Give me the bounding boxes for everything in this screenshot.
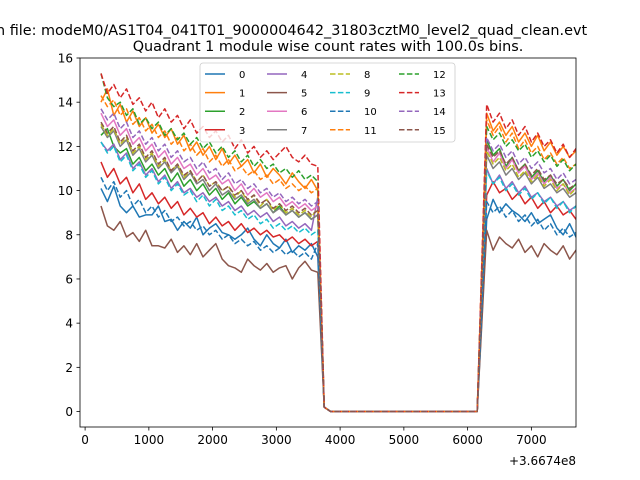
y-tick-label: 10 — [58, 184, 73, 198]
x-tick-label: 5000 — [389, 433, 420, 447]
legend-label-5: 5 — [301, 89, 307, 100]
y-tick-label: 12 — [58, 140, 73, 154]
x-tick-label: 3000 — [261, 433, 292, 447]
legend-label-13: 13 — [433, 89, 446, 100]
legend-label-2: 2 — [239, 107, 245, 118]
legend-frame — [199, 62, 456, 143]
x-tick-label: 4000 — [325, 433, 356, 447]
legend-label-6: 6 — [301, 107, 307, 118]
legend-label-0: 0 — [239, 70, 245, 81]
x-tick-label: 1000 — [134, 433, 165, 447]
series-line-11 — [100, 95, 576, 413]
legend-label-1: 1 — [239, 89, 245, 100]
y-tick-label: 8 — [65, 228, 73, 242]
y-tick-label: 16 — [58, 52, 73, 66]
legend-label-7: 7 — [301, 126, 307, 137]
x-offset-label: +3.6674e8 — [509, 454, 576, 468]
legend-label-10: 10 — [364, 107, 377, 118]
series-line-10 — [100, 176, 576, 413]
legend-label-15: 15 — [433, 126, 446, 137]
legend-label-4: 4 — [301, 70, 307, 81]
legend-label-14: 14 — [433, 107, 446, 118]
y-tick-label: 0 — [65, 405, 73, 419]
y-axis: 0 2 4 6 8 10 12 14 16 — [58, 52, 80, 419]
y-tick-label: 6 — [65, 272, 73, 286]
x-tick-label: 6000 — [452, 433, 483, 447]
figure-suptitle: n file: modeM0/AS1T04_041T01_9000004642_… — [0, 23, 587, 39]
y-tick-label: 14 — [58, 96, 73, 110]
axes-title: Quadrant 1 module wise count rates with … — [133, 39, 524, 55]
legend-label-9: 9 — [364, 89, 370, 100]
x-tick-label: 2000 — [197, 433, 228, 447]
legend-label-3: 3 — [239, 126, 245, 137]
y-tick-label: 2 — [65, 361, 73, 375]
x-tick-label: 7000 — [516, 433, 547, 447]
legend-label-8: 8 — [364, 70, 370, 81]
plot-frame — [79, 57, 577, 428]
x-axis: 0 1000 2000 3000 4000 5000 6000 7000 — [81, 427, 547, 447]
y-tick-label: 4 — [65, 317, 73, 331]
series-line-15 — [100, 121, 576, 413]
series-layer — [100, 73, 576, 413]
legend-label-12: 12 — [433, 70, 446, 81]
x-tick-label: 0 — [81, 433, 89, 447]
legend-label-11: 11 — [364, 126, 377, 137]
